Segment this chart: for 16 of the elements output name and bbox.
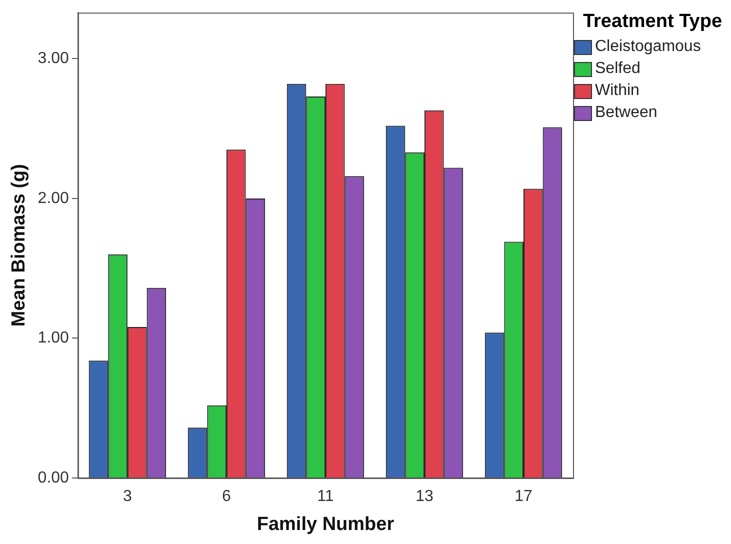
y-tick-label: 3.00 (38, 50, 70, 68)
x-tick-label: 17 (514, 488, 532, 506)
x-tick-label: 3 (122, 488, 132, 506)
y-tick-label: 2.00 (38, 190, 70, 207)
x-tick-label: 11 (317, 488, 334, 506)
x-tick-label: 6 (222, 488, 232, 506)
x-axis-title: Family Number (256, 514, 395, 535)
legend-label: Selfed (595, 60, 640, 78)
y-axis-title: Mean Biomass (g) (8, 164, 30, 327)
legend-label: Cleistogamous (595, 38, 701, 56)
legend-label: Within (595, 82, 640, 100)
y-tick-label: 0.00 (38, 469, 70, 486)
y-tick-label: 1.00 (38, 330, 70, 347)
legend-label: Between (595, 104, 658, 122)
legend-title: Treatment Type (582, 11, 724, 32)
x-tick-label: 13 (416, 488, 434, 506)
